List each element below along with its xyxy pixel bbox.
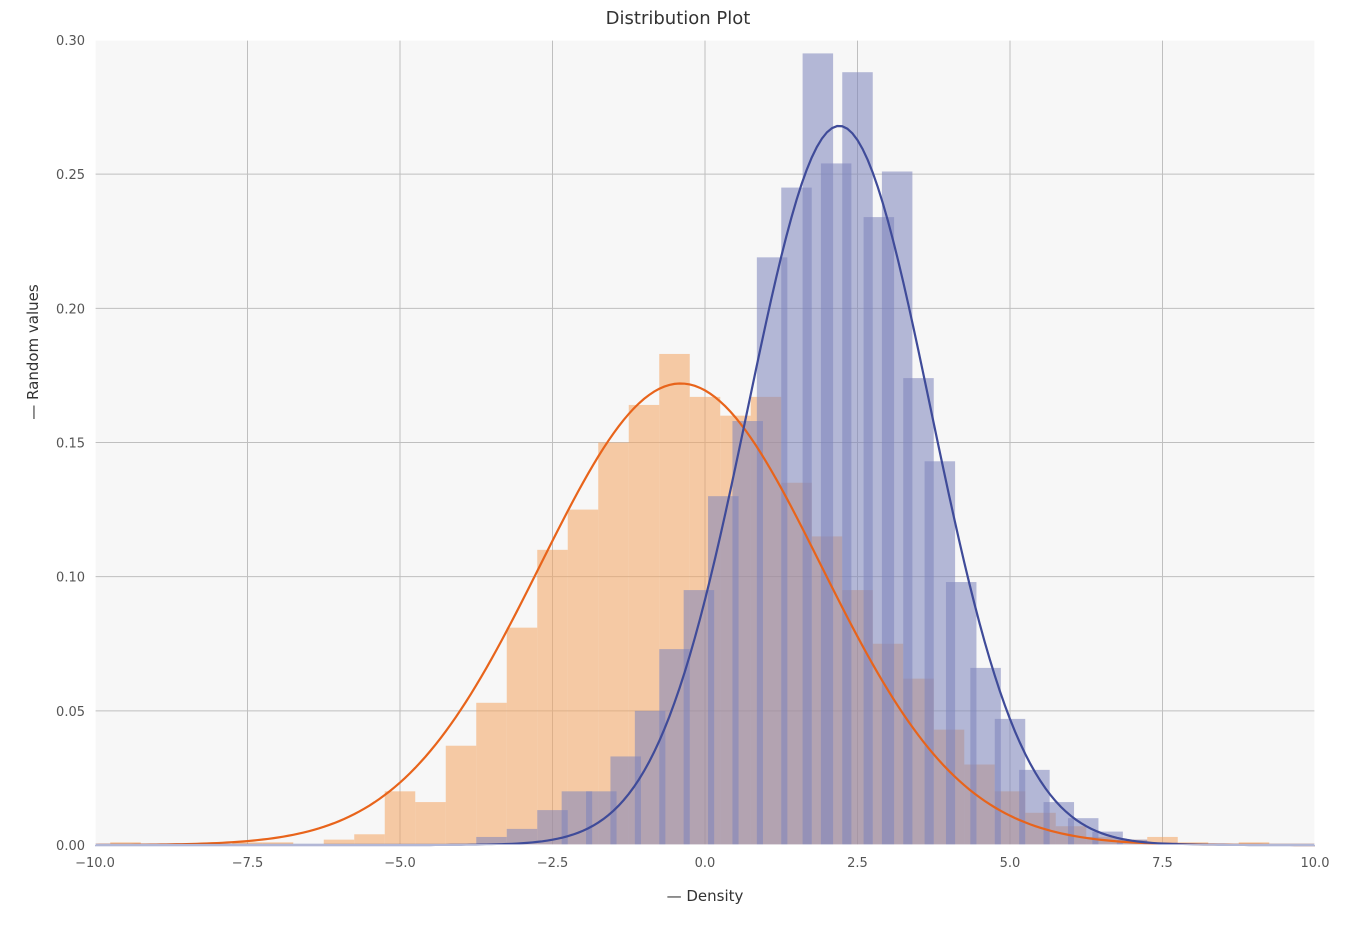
svg-text:7.5: 7.5 <box>1152 856 1173 871</box>
svg-text:0.30: 0.30 <box>56 34 85 49</box>
distribution-plot-figure: Distribution Plot −10.0 −7.5 −5.0 −2.5 0.0 2.… <box>0 0 1356 926</box>
svg-text:0.0: 0.0 <box>695 856 716 871</box>
svg-text:10.0: 10.0 <box>1301 856 1330 871</box>
y-axis-label: — Random values <box>24 191 42 513</box>
svg-text:−7.5: −7.5 <box>232 856 264 871</box>
svg-text:0.05: 0.05 <box>56 705 85 720</box>
chart-title: Distribution Plot <box>0 8 1356 29</box>
svg-text:0.10: 0.10 <box>56 571 85 586</box>
svg-text:2.5: 2.5 <box>847 856 868 871</box>
svg-text:0.20: 0.20 <box>56 302 85 317</box>
svg-text:−10.0: −10.0 <box>75 856 115 871</box>
svg-text:0.25: 0.25 <box>56 168 85 183</box>
svg-text:0.00: 0.00 <box>56 839 85 854</box>
x-axis-label: — Density <box>95 887 1315 905</box>
svg-text:−2.5: −2.5 <box>537 856 569 871</box>
plot-svg: −10.0 −7.5 −5.0 −2.5 0.0 2.5 5.0 7.5 10.0 0.00 0.0… <box>0 0 1356 926</box>
svg-text:−5.0: −5.0 <box>384 856 416 871</box>
svg-text:0.15: 0.15 <box>56 437 85 452</box>
svg-text:5.0: 5.0 <box>1000 856 1021 871</box>
